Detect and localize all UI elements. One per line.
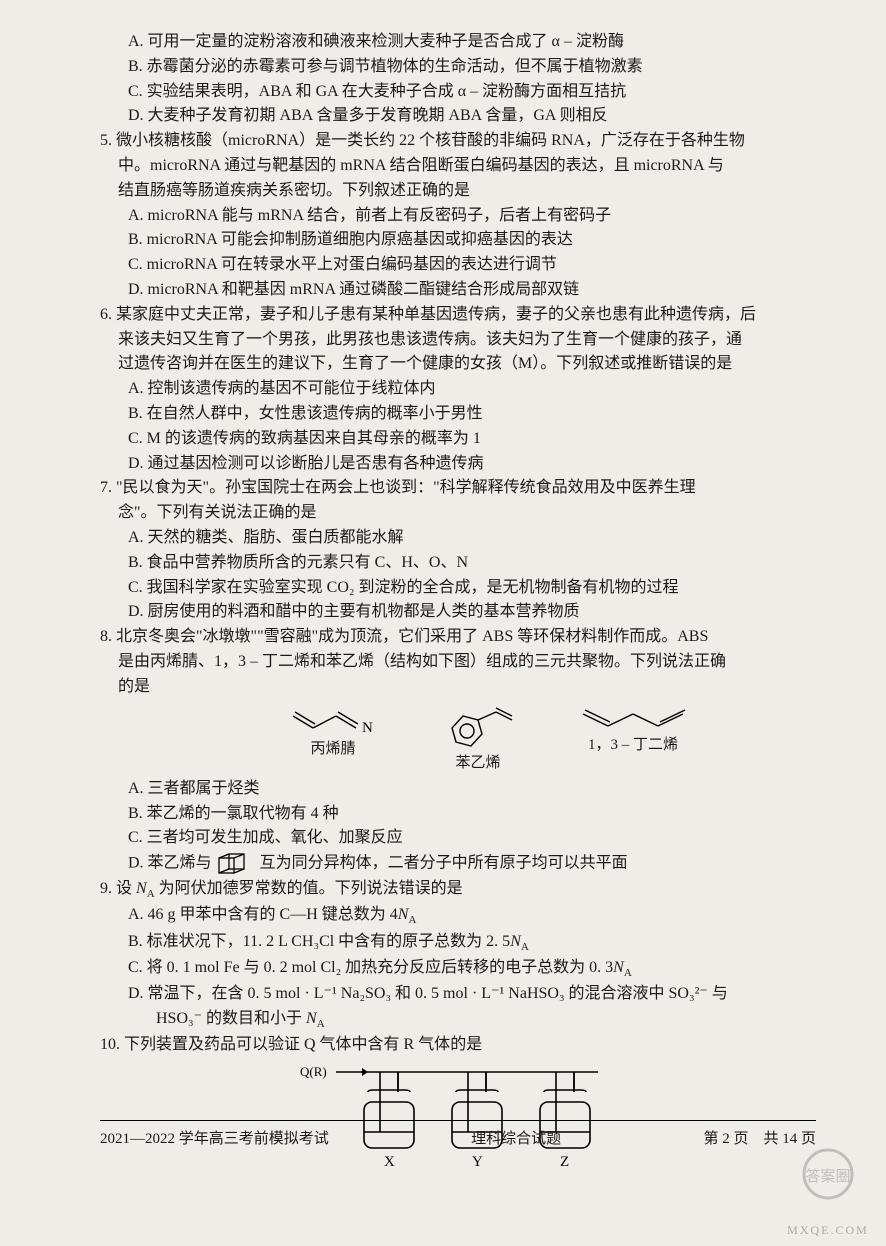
q5-opt-c: C. microRNA 可在转录水平上对蛋白编码基因的表达进行调节 bbox=[100, 253, 816, 278]
flask-x-label: X bbox=[384, 1154, 395, 1170]
q9-stem: 9. 设 NA 为阿伏加德罗常数的值。下列说法错误的是 bbox=[118, 877, 816, 903]
q8-opt-a: A. 三者都属于烃类 bbox=[100, 777, 816, 802]
inlet-label: Q(R) bbox=[300, 1064, 327, 1079]
butadiene-icon bbox=[578, 706, 688, 732]
svg-text:N: N bbox=[362, 720, 373, 736]
watermark-icon: 答案圈 bbox=[780, 1148, 876, 1218]
q8-stem-2: 是由丙烯腈、1，3 – 丁二烯和苯乙烯（结构如下图）组成的三元共聚物。下列说法正… bbox=[100, 650, 816, 675]
q6-opt-a: A. 控制该遗传病的基因不可能位于线粒体内 bbox=[100, 377, 816, 402]
page-footer: 2021—2022 学年高三考前模拟考试 理科综合试题 第 2 页 共 14 页 bbox=[100, 1120, 816, 1148]
q4-opt-a: A. 可用一定量的淀粉溶液和碘液来检测大麦种子是否合成了 α – 淀粉酶 bbox=[100, 30, 816, 55]
q6-opt-c: C. M 的该遗传病的致病基因来自其母亲的概率为 1 bbox=[100, 427, 816, 452]
q9-stem-pre: 9. 设 bbox=[100, 880, 136, 897]
q9-opt-c: C. 将 0. 1 mol Fe 与 0. 2 mol Cl₂ 加热充分反应后转… bbox=[100, 956, 816, 982]
q7-stem-2: 念"。下列有关说法正确的是 bbox=[100, 501, 816, 526]
styrene-label: 苯乙烯 bbox=[438, 752, 518, 775]
q10-stem: 10. 下列装置及药品可以验证 Q 气体中含有 R 气体的是 bbox=[118, 1033, 816, 1058]
q5-opt-d: D. microRNA 和靶基因 mRNA 通过磷酸二酯键结合形成局部双链 bbox=[100, 278, 816, 303]
q9-c-pre: C. 将 0. 1 mol Fe 与 0. 2 mol Cl₂ 加热充分反应后转… bbox=[128, 959, 613, 976]
q4-opt-d: D. 大麦种子发育初期 ABA 含量多于发育晚期 ABA 含量，GA 则相反 bbox=[100, 104, 816, 129]
q9-opt-a: A. 46 g 甲苯中含有的 C—H 键总数为 4NA bbox=[100, 903, 816, 929]
acrylonitrile-label: 丙烯腈 bbox=[288, 738, 378, 761]
exam-page: A. 可用一定量的淀粉溶液和碘液来检测大麦种子是否合成了 α – 淀粉酶 B. … bbox=[0, 0, 886, 1181]
styrene-cell: 苯乙烯 bbox=[438, 706, 518, 775]
q6-stem-1: 6. 某家庭中丈夫正常，妻子和儿子患有某种单基因遗传病，妻子的父亲也患有此种遗传… bbox=[118, 303, 816, 328]
acrylonitrile-icon: N bbox=[288, 706, 378, 736]
q9-opt-d-2: HSO₃⁻ 的数目和小于 NA bbox=[100, 1007, 816, 1033]
q6-stem-3: 过遗传咨询并在医生的建议下，生育了一个健康的女孩（M）。下列叙述或推断错误的是 bbox=[100, 352, 816, 377]
footer-mid: 理科综合试题 bbox=[471, 1127, 561, 1148]
footer-right: 第 2 页 共 14 页 bbox=[703, 1127, 816, 1148]
molecule-row: N 丙烯腈 苯乙烯 bbox=[160, 706, 816, 775]
q8-stem-3: 的是 bbox=[100, 675, 816, 700]
q8-opt-b: B. 苯乙烯的一氯取代物有 4 种 bbox=[100, 802, 816, 827]
apparatus-icon: Q(R) bbox=[298, 1062, 618, 1172]
q6-opt-d: D. 通过基因检测可以诊断胎儿是否患有各种遗传病 bbox=[100, 452, 816, 477]
q9-a-pre: A. 46 g 甲苯中含有的 C—H 键总数为 4 bbox=[128, 906, 398, 923]
watermark-text: MXQE.COM bbox=[780, 1223, 876, 1238]
q8-opt-d: D. 苯乙烯与 互为同分异构体，二者分子中所有原子均可以共平面 bbox=[100, 851, 816, 877]
cubane-icon bbox=[216, 851, 256, 877]
q7-opt-c: C. 我国科学家在实验室实现 CO₂ 到淀粉的全合成，是无机物制备有机物的过程 bbox=[100, 576, 816, 601]
svg-text:答案圈: 答案圈 bbox=[805, 1167, 850, 1185]
styrene-icon bbox=[438, 706, 518, 750]
q7-opt-d: D. 厨房使用的料酒和醋中的主要有机物都是人类的基本营养物质 bbox=[100, 600, 816, 625]
q9-opt-d: D. 常温下，在含 0. 5 mol · L⁻¹ Na₂SO₃ 和 0. 5 m… bbox=[100, 982, 816, 1007]
q6-stem-2: 来该夫妇又生育了一个男孩，此男孩也患该遗传病。该夫妇为了生育一个健康的孩子，通 bbox=[100, 328, 816, 353]
q7-stem-1: 7. "民以食为天"。孙宝国院士在两会上也谈到："科学解释传统食品效用及中医养生… bbox=[118, 476, 816, 501]
q9-d2-pre: HSO₃⁻ 的数目和小于 bbox=[156, 1010, 306, 1027]
q4-opt-c: C. 实验结果表明，ABA 和 GA 在大麦种子合成 α – 淀粉酶方面相互拮抗 bbox=[100, 80, 816, 105]
q8-opt-d-post: 互为同分异构体，二者分子中所有原子均可以共平面 bbox=[260, 855, 628, 872]
q9-b-pre: B. 标准状况下，11. 2 L CH₃Cl 中含有的原子总数为 2. 5 bbox=[128, 933, 510, 950]
q8-opt-d-pre: D. 苯乙烯与 bbox=[128, 855, 212, 872]
butadiene-cell: 1，3 – 丁二烯 bbox=[578, 706, 688, 775]
acrylonitrile-cell: N 丙烯腈 bbox=[288, 706, 378, 775]
butadiene-label: 1，3 – 丁二烯 bbox=[578, 734, 688, 757]
q5-stem-3: 结直肠癌等肠道疾病关系密切。下列叙述正确的是 bbox=[100, 179, 816, 204]
q6-opt-b: B. 在自然人群中，女性患该遗传病的概率小于男性 bbox=[100, 402, 816, 427]
q5-opt-a: A. microRNA 能与 mRNA 结合，前者上有反密码子，后者上有密码子 bbox=[100, 204, 816, 229]
q5-stem-1: 5. 微小核糖核酸（microRNA）是一类长约 22 个核苷酸的非编码 RNA… bbox=[118, 129, 816, 154]
flask-z-label: Z bbox=[560, 1154, 569, 1170]
footer-left: 2021—2022 学年高三考前模拟考试 bbox=[100, 1127, 329, 1148]
q7-opt-b: B. 食品中营养物质所含的元素只有 C、H、O、N bbox=[100, 551, 816, 576]
watermark: 答案圈 MXQE.COM bbox=[780, 1148, 876, 1238]
q9-stem-post: 为阿伏加德罗常数的值。下列说法错误的是 bbox=[155, 880, 463, 897]
q8-opt-c: C. 三者均可发生加成、氧化、加聚反应 bbox=[100, 826, 816, 851]
q9-opt-b: B. 标准状况下，11. 2 L CH₃Cl 中含有的原子总数为 2. 5NA bbox=[100, 930, 816, 956]
q7-opt-a: A. 天然的糖类、脂肪、蛋白质都能水解 bbox=[100, 526, 816, 551]
q5-stem-2: 中。microRNA 通过与靶基因的 mRNA 结合阻断蛋白编码基因的表达，且 … bbox=[100, 154, 816, 179]
flask-y-label: Y bbox=[472, 1154, 483, 1170]
q5-opt-b: B. microRNA 可能会抑制肠道细胞内原癌基因或抑癌基因的表达 bbox=[100, 228, 816, 253]
q8-stem-1: 8. 北京冬奥会"冰墩墩""雪容融"成为顶流，它们采用了 ABS 等环保材料制作… bbox=[118, 625, 816, 650]
q4-opt-b: B. 赤霉菌分泌的赤霉素可参与调节植物体的生命活动，但不属于植物激素 bbox=[100, 55, 816, 80]
